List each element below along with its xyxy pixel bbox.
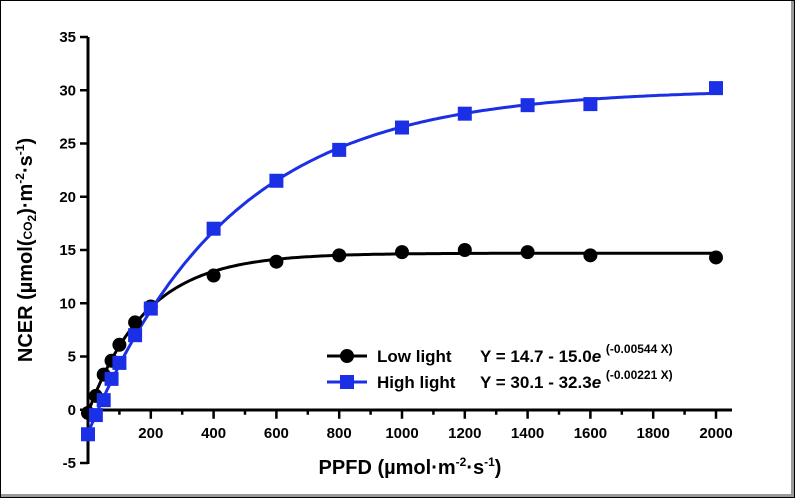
legend-label-low-light: Low light bbox=[377, 347, 452, 366]
x-tick-label: 800 bbox=[327, 425, 352, 442]
legend-marker-high-light bbox=[340, 375, 354, 389]
x-axis-label: PPFD (µmol·m-2·s-1) bbox=[319, 455, 502, 479]
y-tick-label: 30 bbox=[59, 82, 76, 99]
x-tick-label: 1600 bbox=[574, 425, 607, 442]
point-high-light bbox=[104, 371, 119, 386]
x-tick-label: 200 bbox=[138, 425, 163, 442]
point-high-light bbox=[332, 142, 347, 157]
x-axis-ticks: 200 400 600 800 1000 1200 1400 1600 1800 2000 bbox=[118, 409, 733, 442]
legend-label-high-light: High light bbox=[377, 373, 456, 392]
point-low-light bbox=[206, 268, 221, 283]
point-high-light bbox=[96, 393, 111, 408]
point-high-light bbox=[81, 427, 95, 442]
x-tick-label: 1400 bbox=[511, 425, 544, 442]
point-low-light bbox=[112, 337, 127, 352]
legend-marker-low-light bbox=[340, 349, 354, 363]
y-tick-label: -5 bbox=[63, 455, 76, 472]
x-tick-label: 1800 bbox=[637, 425, 670, 442]
x-tick-label: 1000 bbox=[385, 425, 418, 442]
y-tick-label: 15 bbox=[59, 242, 76, 259]
legend: Low light Y = 14.7 - 15.0e (-0.00544 X) … bbox=[327, 342, 673, 392]
y-tick-label: 10 bbox=[59, 295, 76, 312]
data-markers bbox=[81, 81, 723, 442]
equation-high-light: Y = 30.1 - 32.3e (-0.00221 X) bbox=[480, 368, 673, 392]
y-tick-label: 20 bbox=[59, 189, 76, 206]
point-low-light bbox=[709, 250, 723, 265]
point-high-light bbox=[709, 81, 723, 96]
x-tick-label: 2000 bbox=[699, 425, 732, 442]
x-tick-label: 600 bbox=[264, 425, 289, 442]
point-high-light bbox=[395, 120, 409, 135]
point-low-light bbox=[332, 248, 347, 263]
x-tick-label: 400 bbox=[201, 425, 226, 442]
point-high-light bbox=[206, 221, 221, 236]
point-high-light bbox=[143, 301, 158, 316]
y-axis-ticks: -5 0 5 10 15 20 25 30 35 bbox=[59, 29, 88, 472]
point-high-light bbox=[128, 328, 143, 343]
point-high-light bbox=[88, 408, 103, 423]
point-low-light bbox=[583, 248, 598, 263]
point-high-light bbox=[269, 173, 284, 188]
equation-low-light: Y = 14.7 - 15.0e (-0.00544 X) bbox=[480, 342, 673, 366]
point-high-light bbox=[583, 97, 598, 112]
point-low-light bbox=[269, 254, 284, 269]
point-low-light bbox=[457, 243, 472, 257]
point-low-light bbox=[520, 245, 535, 260]
point-high-light bbox=[457, 106, 472, 121]
y-tick-label: 25 bbox=[59, 136, 76, 153]
point-low-light bbox=[128, 315, 143, 330]
point-high-light bbox=[520, 98, 535, 113]
y-tick-label: 5 bbox=[68, 349, 76, 366]
x-tick-label: 1200 bbox=[448, 425, 481, 442]
point-high-light bbox=[112, 355, 127, 370]
y-tick-label: 35 bbox=[59, 29, 76, 46]
y-tick-label: 0 bbox=[68, 402, 76, 419]
point-low-light bbox=[395, 245, 409, 260]
y-axis-label: NCER (µmol(CO2)·m-2·s-1) bbox=[13, 138, 39, 362]
